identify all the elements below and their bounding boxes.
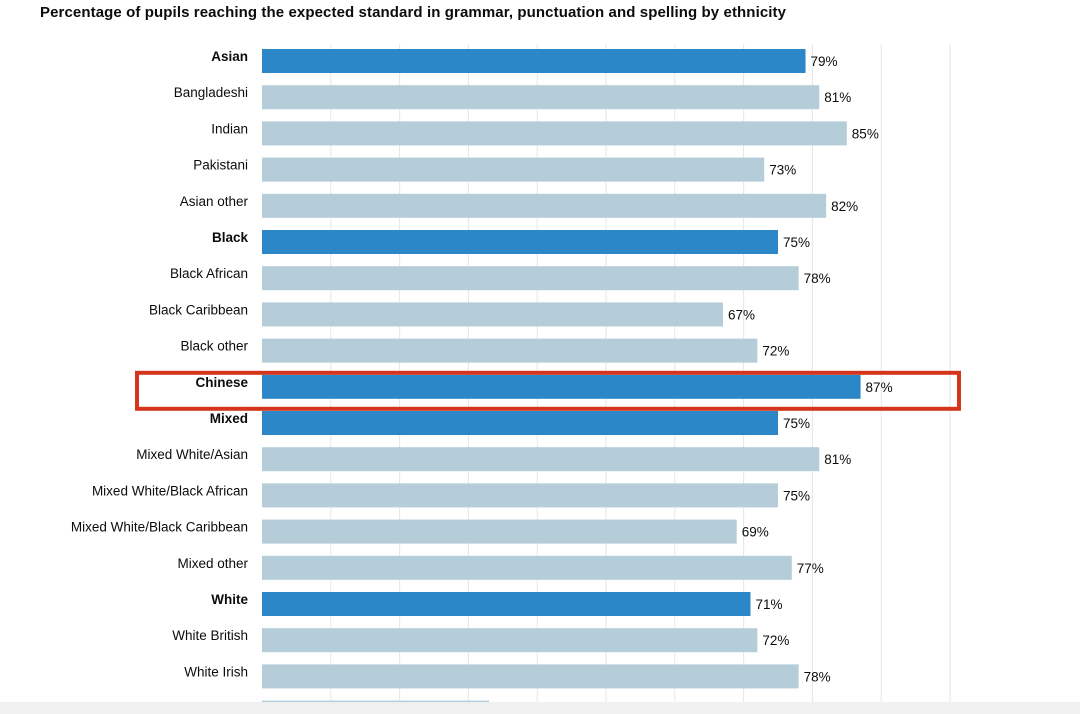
value-label: 81% — [824, 452, 851, 467]
category-label: Mixed — [210, 411, 248, 426]
value-label: 78% — [804, 669, 831, 684]
bar — [262, 411, 778, 435]
value-label: 81% — [824, 90, 851, 105]
value-label: 73% — [769, 163, 796, 178]
category-label: Black African — [170, 266, 248, 281]
category-label: Chinese — [195, 375, 248, 390]
bar — [262, 302, 723, 327]
bar — [262, 628, 758, 653]
category-label: Mixed White/Black Caribbean — [71, 520, 248, 535]
value-label: 77% — [797, 561, 824, 576]
value-label: 82% — [831, 199, 858, 214]
bar — [262, 230, 778, 254]
value-label: 75% — [783, 416, 810, 431]
bar — [262, 447, 820, 472]
bar — [262, 664, 799, 689]
category-label: Mixed White/Black African — [92, 483, 248, 498]
value-label: 85% — [852, 126, 879, 141]
category-label: Black — [212, 230, 249, 245]
value-label: 75% — [783, 235, 810, 250]
category-label: Black Caribbean — [149, 302, 248, 317]
category-label: Asian other — [180, 194, 249, 209]
chart-title: Percentage of pupils reaching the expect… — [40, 4, 787, 21]
value-label: 79% — [811, 54, 838, 69]
highlight-box — [135, 370, 961, 411]
bar — [262, 592, 751, 616]
category-label: White Irish — [184, 664, 248, 679]
bar — [262, 85, 820, 110]
bar — [262, 266, 799, 291]
category-label: Pakistani — [193, 158, 248, 173]
bar — [262, 338, 758, 363]
value-label: 71% — [755, 597, 782, 612]
value-label: 67% — [728, 307, 755, 322]
category-label: Asian — [211, 49, 248, 64]
category-label: White — [211, 592, 248, 607]
category-label: Indian — [211, 121, 248, 136]
bar — [262, 555, 792, 580]
value-label: 72% — [762, 633, 789, 648]
value-label: 87% — [866, 380, 893, 395]
value-label: 69% — [742, 525, 769, 540]
category-label: Mixed other — [177, 556, 248, 571]
category-label: Mixed White/Asian — [136, 447, 248, 462]
bar — [262, 483, 778, 508]
value-label: 72% — [762, 344, 789, 359]
category-label: Bangladeshi — [174, 85, 248, 100]
category-label: White British — [172, 628, 248, 643]
bar — [262, 157, 765, 182]
value-label: 78% — [804, 271, 831, 286]
value-label: 75% — [783, 488, 810, 503]
bar — [262, 193, 827, 218]
category-label: Black other — [180, 339, 248, 354]
bar — [262, 49, 806, 73]
horizontal-scrollbar[interactable] — [0, 702, 1080, 714]
bar — [262, 519, 737, 544]
bar — [262, 374, 861, 399]
bar — [262, 121, 847, 146]
